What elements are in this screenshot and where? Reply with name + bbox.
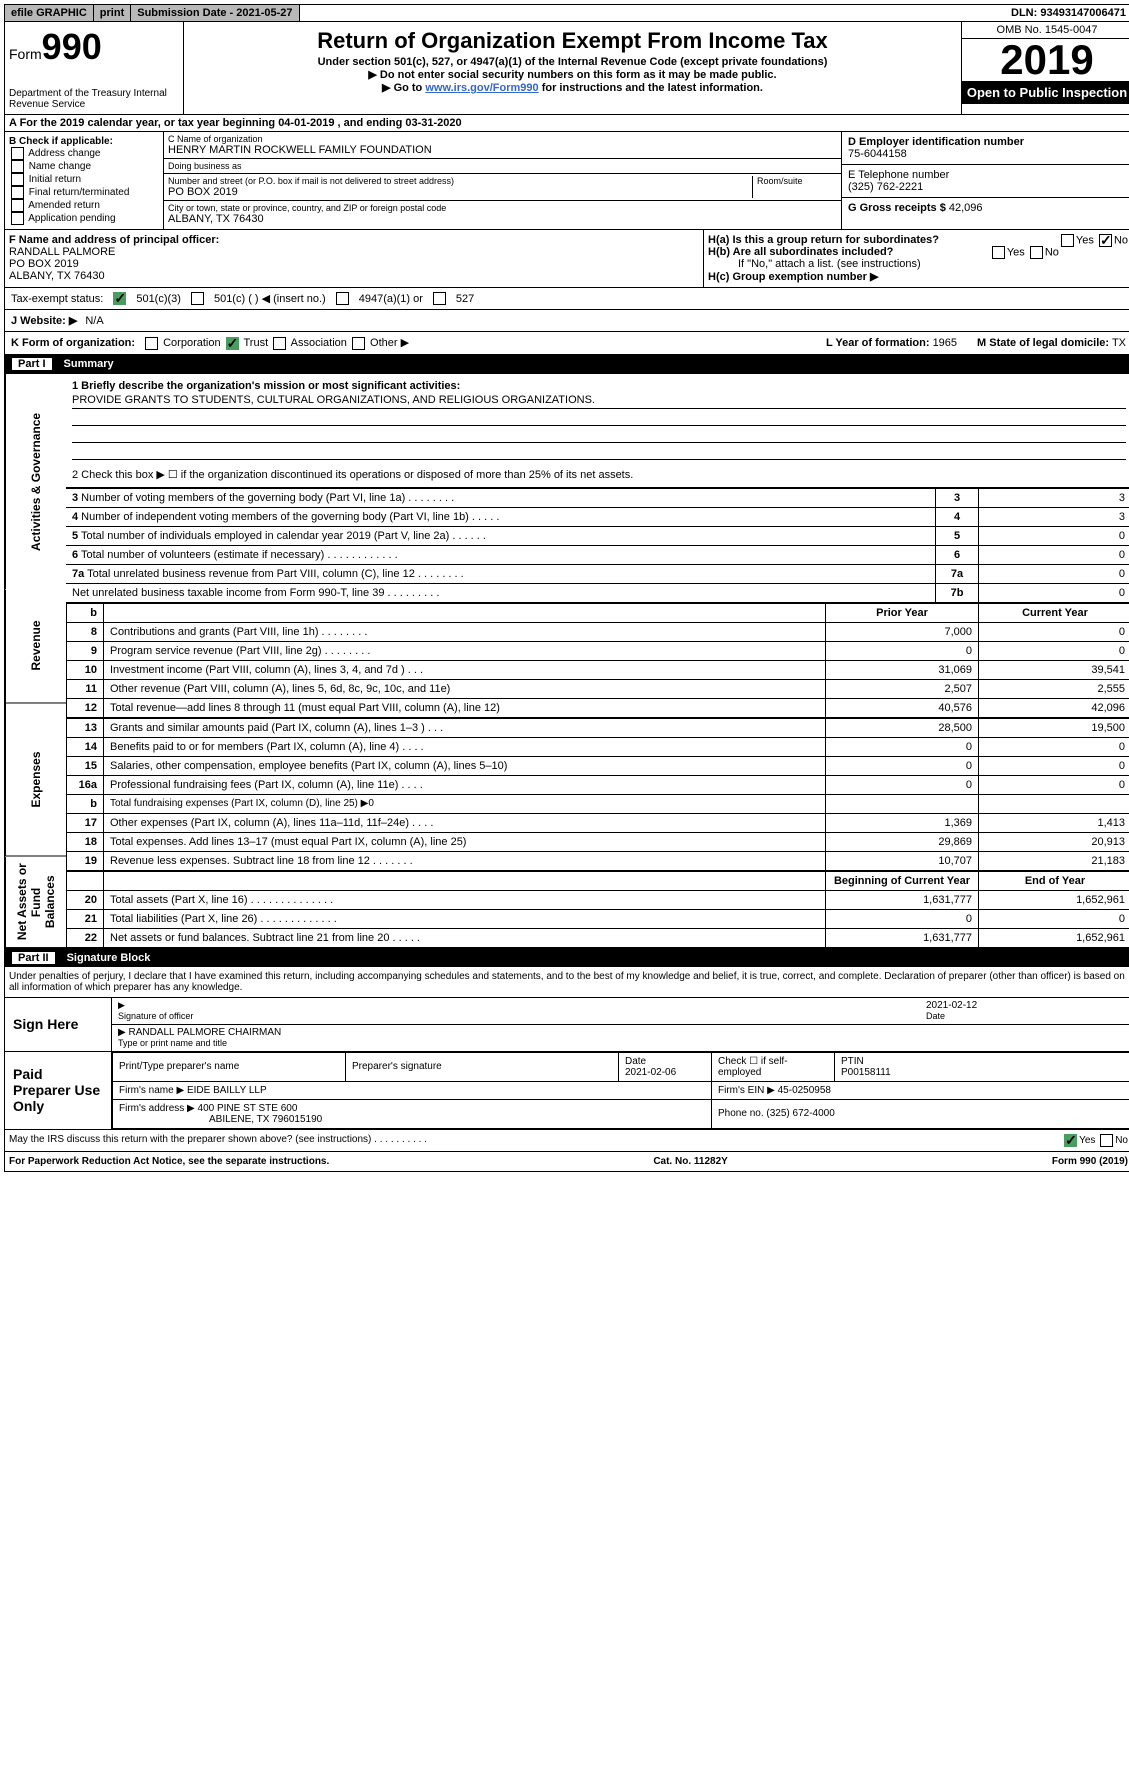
501c-checkbox[interactable] (191, 292, 204, 305)
527-checkbox[interactable] (433, 292, 446, 305)
dln-label: DLN: 93493147006471 (1005, 5, 1129, 21)
footer-row: For Paperwork Reduction Act Notice, see … (4, 1152, 1129, 1172)
info-section: B Check if applicable: Address change Na… (4, 132, 1129, 230)
4947-checkbox[interactable] (336, 292, 349, 305)
website-row: J Website: ▶ N/A (4, 310, 1129, 332)
summary-section: Activities & Governance Revenue Expenses… (4, 373, 1129, 949)
org-city: ALBANY, TX 76430 (168, 213, 446, 225)
form-header: Form990 Department of the Treasury Inter… (4, 22, 1129, 115)
section-b: B Check if applicable: Address change Na… (5, 132, 164, 229)
k-org-row: K Form of organization: Corporation Trus… (4, 332, 1129, 355)
netassets-table: Beginning of Current YearEnd of Year 20T… (66, 871, 1129, 948)
firm-ein: 45-0250958 (778, 1085, 831, 1096)
discuss-no-checkbox[interactable] (1100, 1134, 1113, 1147)
dept-label: Department of the Treasury Internal Reve… (9, 88, 179, 110)
mission-text: PROVIDE GRANTS TO STUDENTS, CULTURAL ORG… (72, 394, 1126, 409)
phone-value: (325) 762-2221 (848, 181, 1126, 193)
officer-signature: RANDALL PALMORE CHAIRMAN (128, 1027, 281, 1038)
section-de: D Employer identification number 75-6044… (841, 132, 1129, 229)
form-label: Form (9, 46, 42, 62)
hb-no-checkbox[interactable] (1030, 246, 1043, 259)
vtab-revenue: Revenue (5, 589, 66, 703)
part2-header: Part II Signature Block (4, 949, 1129, 967)
form-title: Return of Organization Exempt From Incom… (188, 28, 957, 54)
paid-preparer-label: Paid Preparer Use Only (5, 1052, 111, 1129)
preparer-table: Print/Type preparer's name Preparer's si… (112, 1052, 1129, 1129)
firm-phone: (325) 672-4000 (766, 1108, 834, 1119)
submission-date: Submission Date - 2021-05-27 (131, 5, 299, 21)
tax-status-row: Tax-exempt status: 501(c)(3) 501(c) ( ) … (4, 288, 1129, 310)
vtab-netassets: Net Assets or Fund Balances (5, 857, 66, 948)
vtab-expenses: Expenses (5, 703, 66, 857)
open-inspection: Open to Public Inspection (962, 81, 1129, 104)
tax-year: 2019 (962, 39, 1129, 81)
governance-table: 3 Number of voting members of the govern… (66, 488, 1129, 603)
gross-receipts: 42,096 (949, 202, 983, 214)
print-button[interactable]: print (94, 5, 131, 21)
officer-name: RANDALL PALMORE (9, 246, 699, 258)
discuss-yes-checkbox[interactable] (1064, 1134, 1077, 1147)
ha-yes-checkbox[interactable] (1061, 234, 1074, 247)
declaration-text: Under penalties of perjury, I declare th… (5, 967, 1129, 997)
firm-name: EIDE BAILLY LLP (187, 1085, 267, 1096)
efile-button[interactable]: efile GRAPHIC (5, 5, 94, 21)
revenue-table: bPrior YearCurrent Year 8Contributions a… (66, 603, 1129, 718)
org-address: PO BOX 2019 (168, 186, 752, 198)
ein-value: 75-6044158 (848, 148, 1126, 160)
501c3-checkbox[interactable] (113, 292, 126, 305)
year-formation: 1965 (933, 337, 957, 349)
website-value: N/A (85, 315, 103, 327)
signature-block: Under penalties of perjury, I declare th… (4, 967, 1129, 1130)
form-number: 990 (42, 26, 102, 67)
irs-link[interactable]: www.irs.gov/Form990 (425, 82, 538, 94)
ptin-value: P00158111 (841, 1067, 891, 1078)
part1-header: Part I Summary (4, 355, 1129, 373)
top-toolbar: efile GRAPHIC print Submission Date - 20… (4, 4, 1129, 22)
vtab-governance: Activities & Governance (5, 374, 66, 589)
discuss-row: May the IRS discuss this return with the… (4, 1130, 1129, 1152)
section-fgh: F Name and address of principal officer:… (4, 230, 1129, 288)
tax-year-line: A For the 2019 calendar year, or tax yea… (4, 115, 1129, 132)
ha-no-checkbox[interactable] (1099, 234, 1112, 247)
state-domicile: TX (1112, 337, 1126, 349)
expenses-table: 13Grants and similar amounts paid (Part … (66, 718, 1129, 871)
sign-here-label: Sign Here (5, 998, 111, 1051)
hb-yes-checkbox[interactable] (992, 246, 1005, 259)
section-c: C Name of organization HENRY MARTIN ROCK… (164, 132, 841, 229)
subtitle-1: Under section 501(c), 527, or 4947(a)(1)… (188, 56, 957, 68)
subtitle-3: ▶ Go to www.irs.gov/Form990 for instruct… (188, 81, 957, 94)
org-name: HENRY MARTIN ROCKWELL FAMILY FOUNDATION (168, 144, 837, 156)
subtitle-2: ▶ Do not enter social security numbers o… (188, 68, 957, 81)
